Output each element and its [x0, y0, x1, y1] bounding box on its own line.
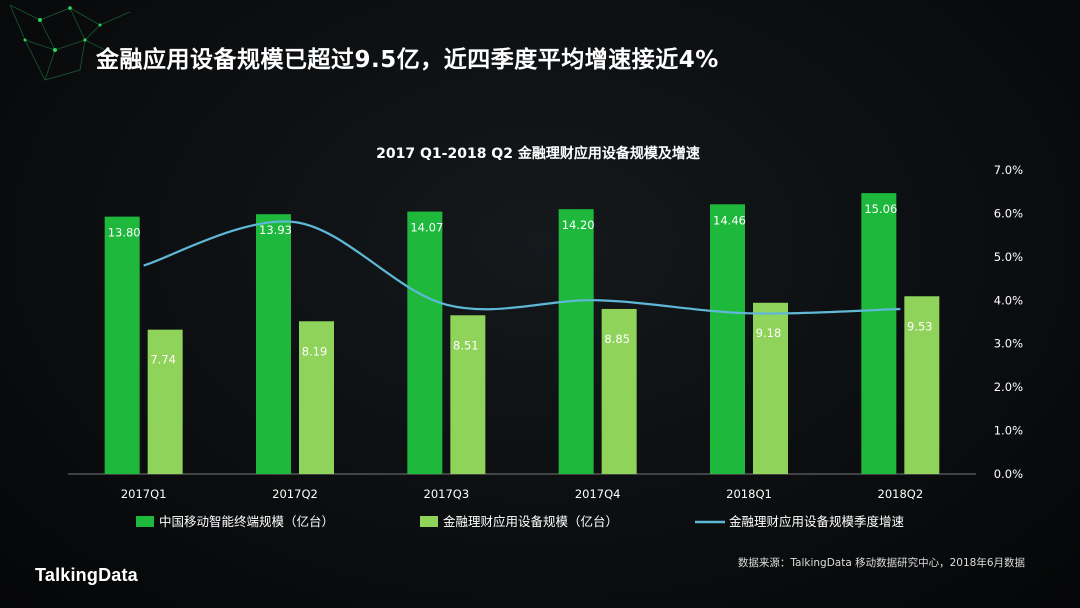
growth-line-layer: [143, 220, 901, 315]
y-right-tick-label: 6.0%: [994, 206, 1023, 220]
data-label-terminal-2018Q1: 14.46: [713, 213, 746, 227]
x-tick-label: 2017Q4: [575, 487, 621, 501]
data-label-finance-2017Q2: 8.19: [302, 344, 328, 358]
legend: 中国移动智能终端规模（亿台） 金融理财应用设备规模（亿台） 金融理财应用设备规模季度…: [136, 514, 905, 529]
data-label-finance-2017Q3: 8.51: [453, 338, 479, 352]
chart-title: 2017 Q1-2018 Q2 金融理财应用设备规模及增速: [376, 145, 700, 162]
data-source-note: 数据来源：TalkingData 移动数据研究中心，2018年6月数据: [737, 557, 1025, 569]
bar-terminal-2018Q1: [710, 204, 745, 474]
x-tick-label: 2018Q2: [878, 487, 924, 501]
x-tick-label: 2018Q1: [726, 487, 772, 501]
y-right-tick-label: 7.0%: [994, 163, 1023, 177]
x-tick-label: 2017Q2: [272, 487, 318, 501]
network-decoration-icon: [9, 4, 131, 81]
y-right-tick-label: 2.0%: [994, 380, 1023, 394]
bars-layer: [104, 193, 940, 474]
y-right-tick-label: 3.0%: [994, 337, 1023, 351]
tick-labels: 2017Q1 2017Q2 2017Q3 2017Q4 2018Q1 2018Q2 0.0%…: [121, 163, 1023, 501]
y-right-tick-label: 4.0%: [994, 293, 1023, 307]
legend-label-terminal: 中国移动智能终端规模（亿台）: [159, 514, 334, 529]
bar-terminal-2017Q4: [558, 209, 594, 474]
data-label-finance-2017Q4: 8.85: [604, 332, 630, 346]
x-tick-label: 2017Q3: [424, 487, 470, 501]
bar-terminal-2018Q2: [861, 193, 897, 474]
page-headline: 金融应用设备规模已超过9.5亿，近四季度平均增速接近4%: [96, 47, 719, 73]
bar-finance-2017Q3: [450, 315, 486, 474]
legend-swatch-terminal: [136, 516, 154, 527]
bar-finance-2017Q4: [601, 308, 637, 474]
bar-terminal-2017Q3: [407, 211, 443, 474]
growth-rate-line: [143, 220, 901, 315]
data-label-terminal-2017Q4: 14.20: [562, 218, 595, 232]
data-label-finance-2018Q1: 9.18: [756, 326, 782, 340]
data-label-terminal-2018Q2: 15.06: [864, 202, 897, 216]
data-label-terminal-2017Q1: 13.80: [108, 226, 141, 240]
legend-label-growth: 金融理财应用设备规模季度增速: [729, 514, 905, 529]
bar-finance-2017Q1: [147, 329, 183, 474]
data-label-finance-2017Q1: 7.74: [150, 353, 176, 367]
data-label-terminal-2017Q3: 14.07: [410, 221, 443, 235]
legend-swatch-finance: [420, 516, 438, 527]
bar-finance-2018Q2: [904, 296, 940, 474]
brand-logo: TalkingData: [35, 565, 138, 585]
bar-terminal-2017Q2: [256, 214, 291, 474]
data-label-finance-2018Q2: 9.53: [907, 319, 933, 333]
bar-terminal-2017Q1: [104, 216, 140, 474]
y-right-tick-label: 0.0%: [994, 467, 1023, 481]
x-tick-label: 2017Q1: [121, 487, 167, 501]
data-label-terminal-2017Q2: 13.93: [259, 223, 292, 237]
bar-finance-2018Q1: [753, 302, 788, 474]
data-labels: 13.80 7.74 13.93 8.19 14.07 8.51 14.20 8.85 14.4…: [108, 202, 933, 367]
y-right-tick-label: 1.0%: [994, 424, 1023, 438]
legend-label-finance: 金融理财应用设备规模（亿台）: [443, 514, 618, 529]
y-right-tick-label: 5.0%: [994, 250, 1023, 264]
bar-finance-2017Q2: [299, 321, 334, 474]
